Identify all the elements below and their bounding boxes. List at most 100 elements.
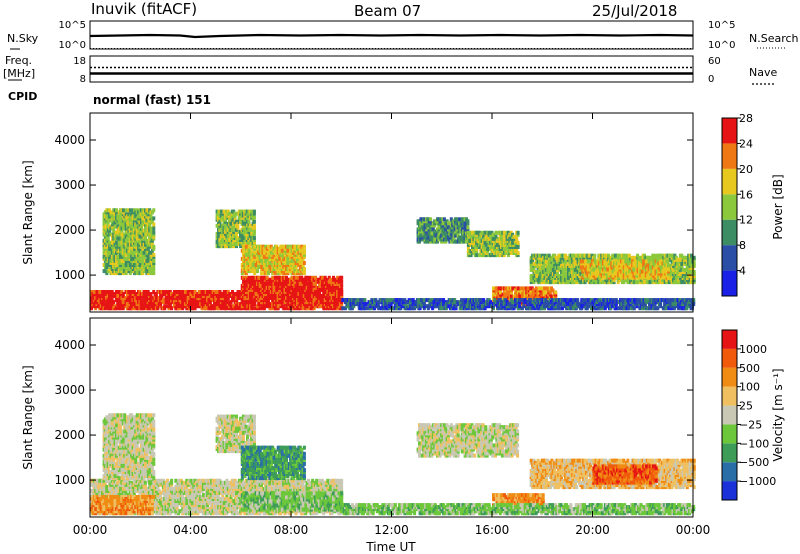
data-cell	[206, 302, 210, 307]
data-cell	[267, 244, 270, 249]
data-cell	[498, 253, 502, 258]
data-cell	[154, 294, 158, 298]
data-cell	[94, 304, 98, 309]
data-cell	[320, 275, 324, 280]
nave-tick-top: 60	[708, 56, 721, 67]
data-cell	[466, 219, 470, 224]
data-cell	[109, 210, 113, 215]
data-cell	[109, 261, 113, 265]
data-cell	[116, 294, 120, 298]
data-cell	[115, 240, 118, 245]
data-cell	[480, 230, 484, 235]
data-cell	[680, 261, 684, 266]
data-cell	[588, 259, 592, 264]
data-cell	[567, 276, 570, 280]
data-cell	[319, 304, 323, 309]
data-cell	[516, 230, 520, 235]
data-cell	[119, 216, 123, 221]
data-cell	[247, 219, 251, 224]
data-cell	[322, 290, 326, 294]
data-cell	[252, 215, 256, 220]
data-cell	[152, 208, 156, 213]
data-cell	[636, 280, 640, 285]
data-cell	[195, 304, 198, 309]
data-cell	[125, 302, 129, 307]
data-cell	[254, 285, 258, 290]
data-cell	[184, 290, 187, 294]
data-cell	[193, 290, 197, 294]
data-cell	[178, 304, 182, 309]
data-cell	[316, 279, 320, 284]
data-cell	[289, 296, 293, 301]
data-cell	[258, 306, 262, 311]
data-cell	[305, 281, 309, 286]
data-cell	[684, 255, 688, 260]
data-cell	[494, 234, 498, 239]
cpid-label: CPID	[8, 90, 37, 103]
data-cell	[318, 283, 322, 288]
data-cell	[643, 280, 646, 285]
data-cell	[309, 279, 313, 284]
data-cell	[627, 253, 631, 258]
data-cell	[237, 296, 241, 301]
data-cell	[543, 286, 547, 291]
noise-right-tick-bottom: 10^0	[708, 40, 735, 51]
data-cell	[240, 298, 244, 303]
data-cell	[113, 236, 117, 241]
data-cell	[340, 275, 344, 280]
data-cell	[253, 279, 257, 284]
data-cell	[114, 306, 118, 311]
data-cell	[246, 296, 250, 301]
freq-panel: Freq. [MHz] Nave 18 8 60 0	[3, 54, 777, 85]
data-cell	[168, 302, 172, 307]
data-cell	[302, 248, 306, 253]
data-cell	[438, 217, 442, 222]
data-cell	[564, 253, 568, 258]
data-cell	[247, 250, 251, 255]
data-cell	[233, 292, 237, 296]
data-cell	[564, 259, 568, 264]
station-title: Inuvik (fitACF)	[91, 0, 197, 18]
data-cell	[121, 292, 125, 296]
data-cell	[441, 221, 445, 226]
beam-title: Beam 07	[354, 2, 421, 20]
data-cell	[121, 304, 125, 309]
data-cell	[466, 225, 470, 230]
data-cell	[91, 304, 95, 309]
data-cell	[268, 261, 272, 265]
data-cell	[265, 304, 269, 309]
data-cell	[458, 217, 462, 222]
data-cells	[90, 208, 696, 311]
data-cell	[224, 296, 227, 301]
data-cell	[119, 212, 123, 217]
data-cell	[115, 263, 118, 267]
data-cell	[148, 296, 151, 301]
data-cell	[572, 253, 576, 258]
data-cell	[596, 271, 600, 276]
data-cell	[152, 244, 156, 249]
data-cell	[252, 236, 256, 240]
data-cell	[178, 290, 182, 294]
data-cell	[98, 294, 102, 298]
data-cell	[587, 253, 591, 258]
data-cell	[538, 253, 541, 258]
data-cell	[170, 306, 174, 311]
data-cell	[633, 255, 637, 260]
data-cell	[298, 294, 302, 298]
cpid-value: normal (fast) 151	[93, 93, 211, 107]
data-cell	[554, 290, 558, 295]
data-cell	[256, 269, 259, 274]
noise-right-tick-top: 10^5	[708, 20, 735, 31]
data-cell	[244, 279, 248, 284]
data-cell	[175, 290, 179, 294]
data-cell	[236, 225, 240, 230]
nave-tick-bottom: 0	[708, 74, 714, 85]
data-cell	[305, 304, 309, 309]
data-cell	[337, 279, 341, 284]
data-cell	[579, 259, 583, 264]
data-cell	[553, 270, 557, 274]
data-cell	[257, 288, 261, 292]
data-cell	[233, 211, 237, 216]
